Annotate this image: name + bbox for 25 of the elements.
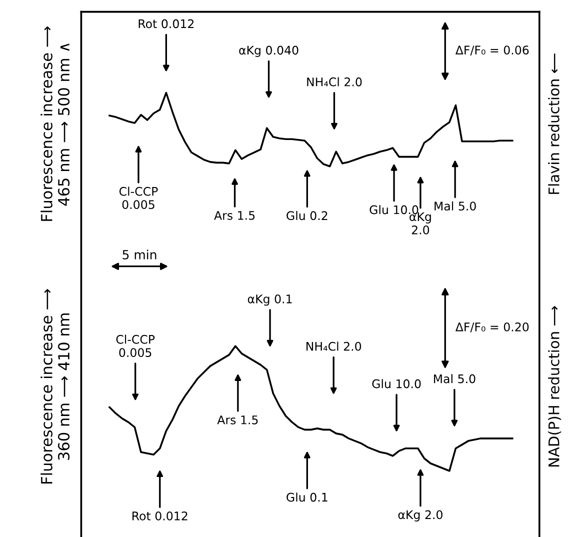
text: Glu 10.0 (370, 205, 418, 214)
text: 5 min (122, 250, 156, 260)
text: αKg 0.1 (248, 294, 292, 306)
annotation: Ars 1.5 (217, 416, 258, 424)
y2-axis-title: Flavin reduction ⟵ (548, 54, 560, 194)
text: Glu 0.1 (286, 492, 328, 502)
y-axis-title: Fluorescence increase ⟶ 465 nm ⟶ 500 nm ∧ (40, 26, 70, 221)
text: Cl-CCP 0.005 (119, 186, 158, 210)
annotation: Glu 10.0 (372, 379, 421, 388)
text: αKg 2.0 (410, 212, 431, 234)
annotation: Mal 5.0 (434, 374, 476, 384)
text: Mal 5.0 (434, 201, 476, 211)
annotation: Cl-CCP 0.005 (116, 334, 155, 358)
text: NH₄Cl 2.0 (307, 77, 362, 86)
text: Glu 0.2 (286, 210, 328, 220)
text: Rot 0.012 (132, 511, 188, 520)
y-axis-title: Fluorescence increase ⟶ 360 nm ⟶ 410 nm (40, 289, 70, 484)
text: ΔF/F₀ = 0.20 (455, 322, 529, 332)
text: Rot 0.012 (138, 19, 194, 28)
text: αKg 2.0 (398, 510, 442, 522)
text: ΔF/F₀ = 0.06 (455, 46, 529, 56)
annotation: NH₄Cl 2.0 (306, 342, 362, 351)
text: Ars 1.5 (214, 211, 255, 220)
text: αKg 0.040 (239, 46, 298, 57)
y2-axis-title: NAD(P)H reduction ⟶ (548, 306, 562, 466)
